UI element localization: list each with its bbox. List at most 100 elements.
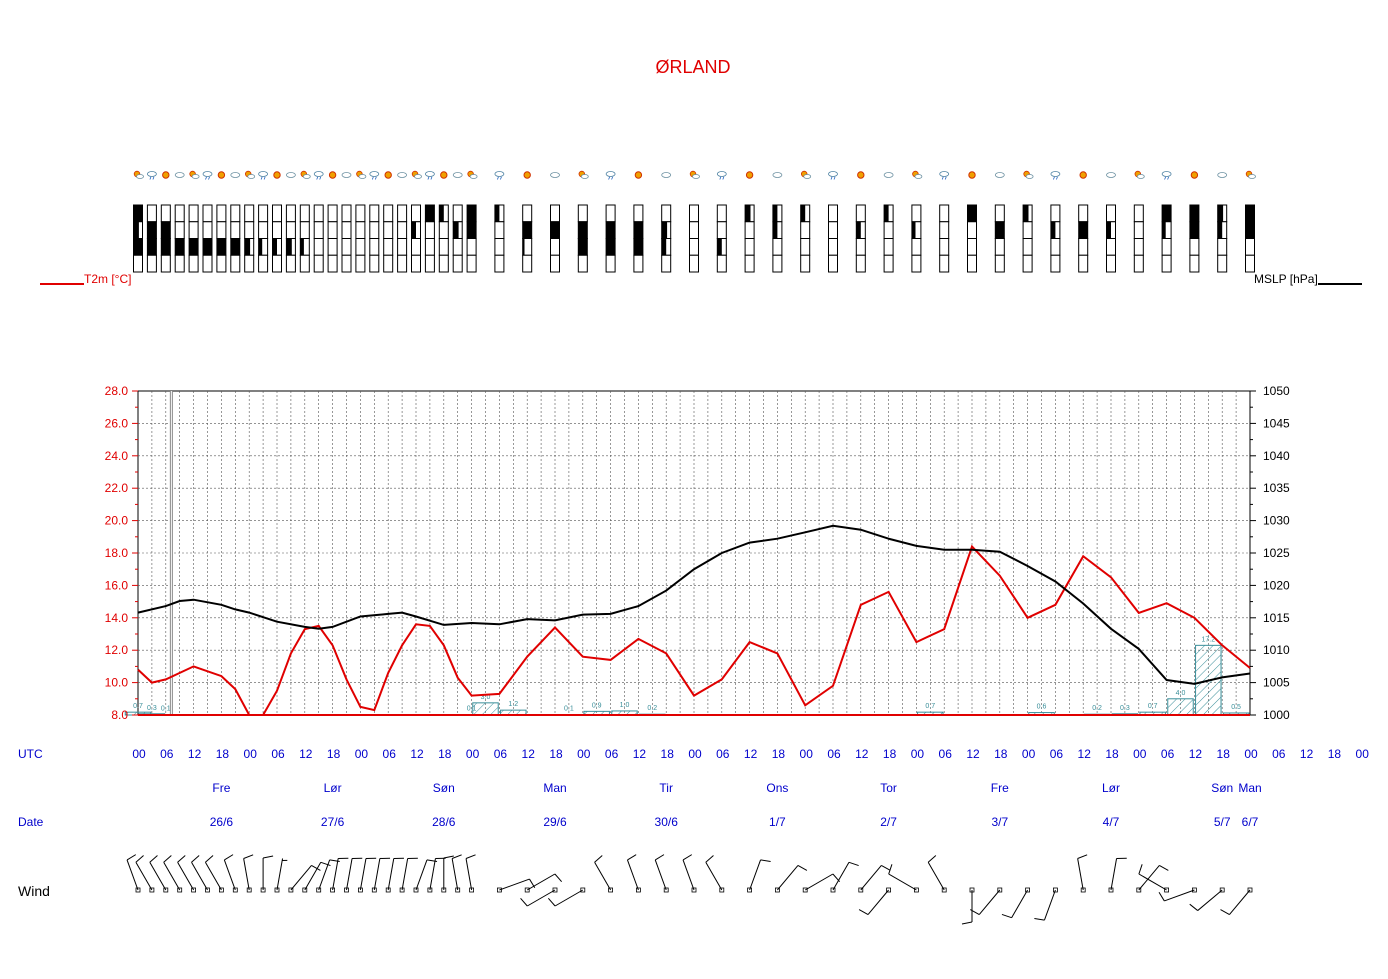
cloud-cell	[689, 254, 699, 273]
cloud-icon	[174, 172, 185, 178]
wind-barb-shaft	[451, 858, 459, 891]
cloud-cell	[438, 238, 449, 256]
cloud-cell	[369, 221, 380, 239]
rain-drop	[611, 176, 613, 180]
cloud-cell	[230, 254, 241, 273]
cloud-fill	[467, 221, 477, 239]
cloud-cell	[146, 254, 157, 273]
wind-barb-shaft	[1011, 889, 1029, 918]
cloud-icon	[452, 172, 463, 178]
precip-value-label: 0.2	[647, 705, 657, 712]
mslp-tick-label: 1050	[1263, 384, 1290, 398]
hour-tick-label: 12	[1189, 747, 1203, 761]
rain-drop	[152, 176, 155, 180]
cloud-cell	[911, 204, 922, 223]
wind-barb-full	[311, 865, 321, 871]
mslp-tick-label: 1045	[1263, 416, 1290, 430]
rain-drop	[260, 176, 263, 180]
hour-tick-label: 12	[966, 747, 980, 761]
cloud-cell	[397, 254, 408, 273]
cloud-fill	[272, 238, 277, 256]
sun-icon	[523, 171, 531, 179]
cloud-cell	[828, 204, 838, 223]
cloud-cell	[883, 238, 894, 256]
cloud-cell	[855, 204, 866, 223]
cloud-cell	[800, 254, 811, 273]
cloud-cell	[258, 221, 269, 239]
hour-tick-label: 18	[438, 747, 452, 761]
rain-drop	[1056, 176, 1058, 180]
hour-tick-label: 18	[327, 747, 341, 761]
cloud-cell	[438, 254, 449, 273]
cloud-fill	[772, 205, 778, 222]
cloud-icon	[230, 172, 241, 178]
cloud-cell	[1189, 238, 1200, 256]
cloud-fill	[1217, 205, 1224, 222]
cloud-cell	[174, 204, 185, 223]
wind-barb-full	[594, 855, 603, 863]
rain-drop	[1164, 176, 1166, 180]
rain-icon	[424, 171, 435, 177]
precip-value-label: 1.0	[620, 702, 630, 709]
temp-tick-label: 26.0	[105, 416, 129, 430]
cloud-fill	[800, 205, 806, 222]
cloud-cell	[522, 204, 533, 223]
cloud-cell	[188, 254, 199, 273]
precip-value-label: 0.1	[564, 706, 574, 713]
hour-tick-label: 00	[1133, 747, 1147, 761]
precip-value-label: 0.9	[592, 702, 602, 709]
rain-icon	[494, 171, 505, 177]
mslp-tick-label: 1015	[1263, 611, 1290, 625]
cloud-cell	[1133, 238, 1144, 256]
temp-tick-label: 16.0	[105, 578, 129, 592]
wind-barb-shaft	[318, 859, 331, 891]
hour-tick-label: 12	[1300, 747, 1314, 761]
wind-barb-full	[263, 855, 274, 859]
cloud-cell	[244, 254, 255, 273]
cloud-cell	[216, 204, 227, 223]
wind-barb-shaft	[526, 873, 556, 891]
day-name-label: Søn	[433, 781, 455, 795]
cloud-fill	[967, 205, 977, 222]
hour-tick-label: 12	[522, 747, 536, 761]
cloud-cell	[1217, 254, 1228, 273]
hour-tick-label: 12	[1078, 747, 1092, 761]
wind-barb-shaft	[332, 858, 339, 891]
cloud-part	[469, 174, 478, 179]
cloud-cell	[327, 221, 338, 239]
wind-barb-full	[451, 854, 462, 859]
sun-icon	[273, 171, 281, 179]
cloud-part	[1025, 174, 1034, 179]
rain-drop	[374, 176, 377, 180]
cloud-cell	[355, 254, 366, 273]
wind-barb-full	[191, 855, 200, 863]
day-name-label: Lør	[1102, 781, 1120, 795]
cloud-cell	[744, 254, 755, 273]
cloud-cell	[424, 254, 435, 273]
rain-icon	[1050, 171, 1061, 177]
cloud-cell	[939, 238, 950, 256]
cloud-cell	[411, 254, 421, 273]
cloud-cell	[911, 238, 922, 256]
rain-drop	[833, 176, 836, 180]
precip-bar	[472, 702, 499, 716]
rain-icon	[313, 171, 324, 177]
cloud-fill	[216, 238, 226, 256]
wind-barb-full	[760, 859, 771, 862]
cloud-cell	[216, 254, 227, 273]
cloud-cell	[522, 254, 533, 273]
wind-barb-full	[177, 855, 186, 863]
cloud-fill	[578, 238, 588, 256]
rain-drop	[722, 176, 725, 180]
cloud-cell	[1161, 254, 1172, 273]
cloud-cell	[494, 238, 505, 256]
cloud-cell	[605, 204, 616, 223]
cloud-cell	[355, 238, 366, 256]
hour-tick-label: 18	[661, 747, 675, 761]
cloud-cell	[1133, 254, 1144, 273]
hour-tick-label: 06	[827, 747, 841, 761]
wind-barb-full	[547, 898, 556, 907]
cloud-cell	[994, 254, 1005, 273]
cloud-icon	[550, 172, 560, 178]
precip-value-label: 0.7	[133, 703, 143, 710]
